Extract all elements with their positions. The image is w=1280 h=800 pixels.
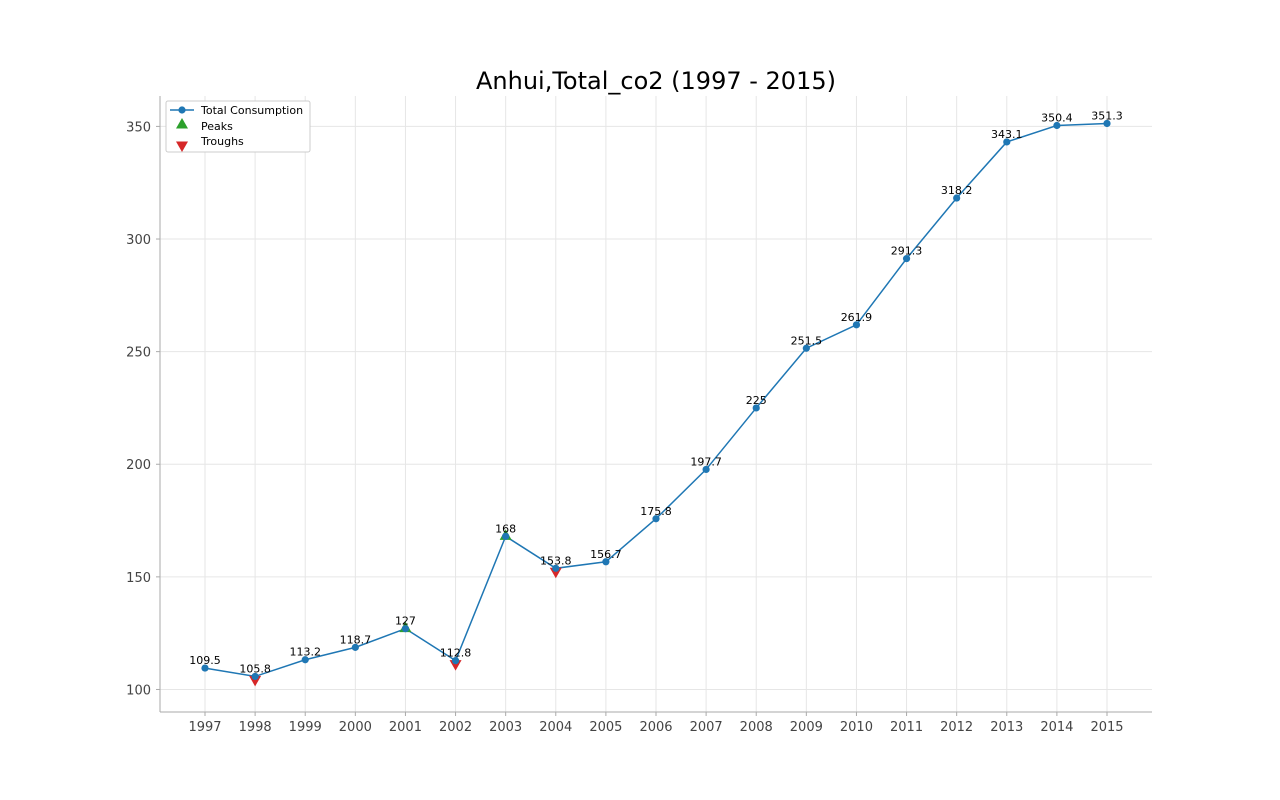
data-point: [401, 625, 410, 633]
data-point: [802, 344, 810, 352]
legend-label-total-consumption: Total Consumption: [200, 104, 303, 117]
x-tick-label: 1998: [239, 720, 272, 735]
x-tick-label: 2008: [740, 720, 773, 735]
data-label: 156.7: [590, 548, 622, 561]
data-label: 168: [495, 522, 516, 535]
data-point: [1003, 138, 1011, 146]
legend-label-troughs: Troughs: [200, 135, 244, 148]
trough-marker: [449, 660, 462, 671]
data-label: 113.2: [289, 646, 321, 659]
data-point: [451, 657, 460, 665]
x-tick-label: 2013: [990, 720, 1023, 735]
x-tick-label: 2009: [790, 720, 823, 735]
data-label: 112.8: [440, 647, 472, 660]
x-tick-label: 2000: [339, 720, 372, 735]
x-tick-label: 1999: [289, 720, 322, 735]
data-point: [752, 404, 760, 412]
x-tick-label: 2002: [439, 720, 472, 735]
data-point: [201, 664, 209, 672]
label-layer: 109.5 105.8 113.2 118.7 127 112.8 168 153.8 156.…: [189, 109, 1123, 675]
y-tick-label: 300: [126, 233, 151, 248]
data-point: [702, 465, 710, 474]
data-label: 197.7: [690, 455, 722, 468]
data-point: [301, 656, 309, 664]
data-label: 350.4: [1041, 112, 1073, 125]
data-point: [552, 564, 560, 572]
data-point: [351, 643, 359, 651]
x-tick-label: 2010: [840, 720, 873, 735]
marker-layer: [201, 119, 1111, 687]
data-point: [1053, 121, 1061, 130]
x-tick-label: 2005: [589, 720, 622, 735]
data-label: 318.2: [941, 184, 973, 197]
x-tick-label: 2012: [940, 720, 973, 735]
data-label: 261.9: [841, 311, 873, 324]
data-label: 343.1: [991, 128, 1023, 141]
data-point: [502, 532, 510, 540]
y-tick-label: 200: [126, 458, 151, 473]
trough-marker: [249, 675, 262, 687]
data-label: 118.7: [340, 633, 372, 646]
data-label: 251.5: [791, 334, 823, 347]
legend: Total Consumption Peaks Troughs: [165, 100, 311, 153]
data-point: [602, 558, 610, 566]
x-tick-label: 2015: [1090, 720, 1123, 735]
data-label: 351.3: [1091, 109, 1123, 122]
data-point: [953, 194, 961, 202]
x-tick-label: 2011: [890, 720, 923, 735]
data-point: [852, 321, 861, 329]
data-label: 127: [395, 615, 416, 628]
x-tick-label: 2006: [639, 720, 672, 735]
data-label: 225: [746, 394, 767, 407]
trough-marker: [549, 567, 562, 579]
legend-circle-swatch: [178, 106, 186, 114]
y-tick-label: 250: [126, 346, 151, 361]
legend-peaks-swatch: [176, 118, 188, 129]
data-point: [251, 672, 259, 681]
legend-troughs-swatch: [176, 141, 188, 152]
legend-box: [165, 100, 311, 153]
grid-layer: [160, 96, 1152, 712]
axis-layer: 1997 1998 1999 2000 2001 2002 2003 2004 2005 2006…: [126, 96, 1152, 735]
x-tick-label: 2001: [389, 720, 422, 735]
data-point: [902, 255, 911, 263]
data-label: 153.8: [540, 554, 572, 567]
data-label: 291.3: [891, 245, 923, 258]
y-tick-label: 100: [126, 683, 151, 698]
x-tick-label: 2003: [489, 720, 522, 735]
data-point: [652, 515, 660, 523]
x-tick-label: 2004: [539, 720, 572, 735]
x-tick-label: 1997: [188, 720, 221, 735]
y-tick-label: 350: [126, 120, 151, 135]
data-point: [1103, 119, 1111, 128]
x-tick-label: 2007: [690, 720, 723, 735]
chart-title: Anhui,Total_co2 (1997 - 2015): [476, 67, 836, 95]
y-tick-label: 150: [126, 571, 151, 586]
data-label: 105.8: [239, 662, 271, 675]
data-label: 109.5: [189, 654, 221, 667]
data-label: 175.8: [640, 505, 672, 518]
x-tick-label: 2014: [1040, 720, 1073, 735]
legend-label-peaks: Peaks: [201, 120, 233, 133]
